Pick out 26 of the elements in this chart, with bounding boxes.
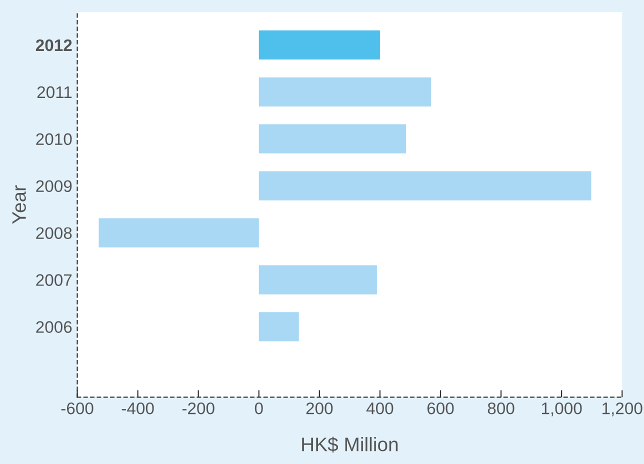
- bar: [258, 77, 432, 106]
- x-tick-label: 1,200: [602, 402, 642, 416]
- bar: [98, 218, 259, 248]
- x-axis-title: HK$ Million: [302, 436, 398, 452]
- y-tick-label: 2011: [37, 86, 72, 98]
- bar: [258, 30, 380, 60]
- x-tick-label: 400: [366, 402, 394, 414]
- x-tick-label: 0: [254, 402, 263, 414]
- x-tick-label: 1,000: [542, 402, 582, 416]
- y-axis-title: Year: [12, 185, 26, 224]
- x-tick-label: -200: [182, 402, 214, 414]
- bar: [258, 124, 406, 154]
- x-tick-label: 600: [427, 402, 454, 414]
- y-tick-label: 2008: [36, 227, 72, 240]
- y-tick-label: 2006: [36, 321, 72, 333]
- y-tick-label: 2010: [36, 133, 72, 146]
- bar: [258, 171, 592, 200]
- x-tick-label: 200: [306, 402, 333, 414]
- y-tick-label: 2009: [36, 180, 72, 192]
- y-tick-label: 2007: [36, 274, 72, 286]
- bar: [258, 312, 299, 342]
- x-tick-label: 800: [488, 402, 514, 414]
- x-tick-label: -600: [61, 402, 94, 414]
- bar: [258, 265, 377, 294]
- x-tick-label: -400: [122, 402, 154, 414]
- y-tick-label: 2012: [36, 39, 72, 52]
